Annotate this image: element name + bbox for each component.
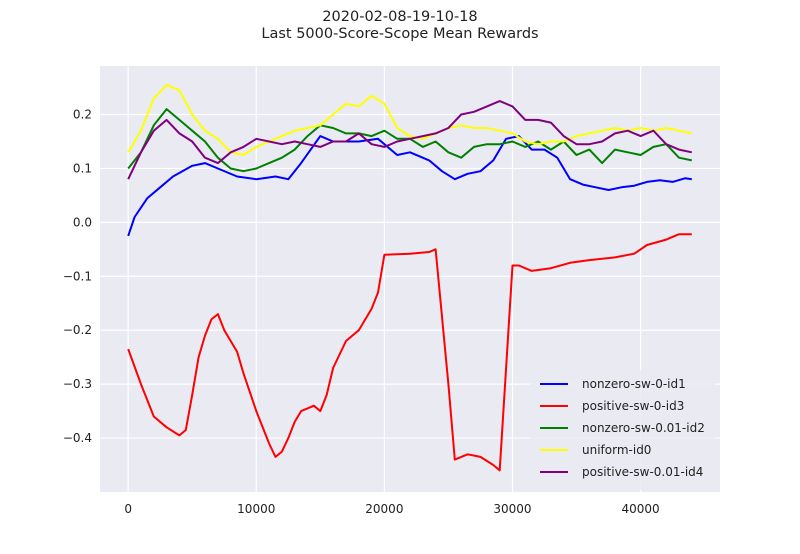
x-tick-label: 0 — [124, 502, 132, 516]
grid-lines — [100, 66, 720, 492]
series-line-positive-sw-0-id3 — [127, 233, 692, 472]
legend-label: nonzero-sw-0.01-id2 — [582, 421, 705, 435]
y-tick-label: −0.2 — [63, 323, 92, 337]
chart-title-line-2: Last 5000-Score-Scope Mean Rewards — [261, 26, 539, 42]
series-lines — [127, 83, 693, 472]
series-line-nonzero-sw-0-id1 — [127, 135, 692, 237]
legend-label: positive-sw-0.01-id4 — [582, 465, 703, 479]
x-tick-label: 30000 — [493, 502, 531, 516]
x-tick-label: 40000 — [621, 502, 659, 516]
legend-label: nonzero-sw-0-id1 — [582, 377, 686, 391]
series-line-uniform-id0 — [127, 83, 693, 156]
y-tick-label: 0.1 — [73, 161, 92, 175]
legend: nonzero-sw-0-id1 positive-sw-0-id3 nonzero… — [530, 370, 715, 490]
y-tick-label: 0.2 — [73, 108, 92, 122]
legend-box — [530, 370, 715, 490]
series-line-positive-sw-0.01-id4 — [127, 100, 693, 180]
x-tick-label: 20000 — [365, 502, 403, 516]
chart-title-line-1: 2020-02-08-19-10-18 — [322, 9, 478, 25]
x-tick-label: 10000 — [237, 502, 275, 516]
legend-label: positive-sw-0-id3 — [582, 399, 684, 413]
y-tick-label: −0.3 — [63, 377, 92, 391]
y-tick-label: −0.4 — [63, 431, 92, 445]
y-tick-label: −0.1 — [63, 269, 92, 283]
axis-ticks: 0 10000 20000 30000 40000 −0.4 −0.3 −0.2 −0.1 0.0… — [63, 108, 660, 516]
y-tick-label: 0.0 — [73, 215, 92, 229]
legend-label: uniform-id0 — [582, 443, 651, 457]
